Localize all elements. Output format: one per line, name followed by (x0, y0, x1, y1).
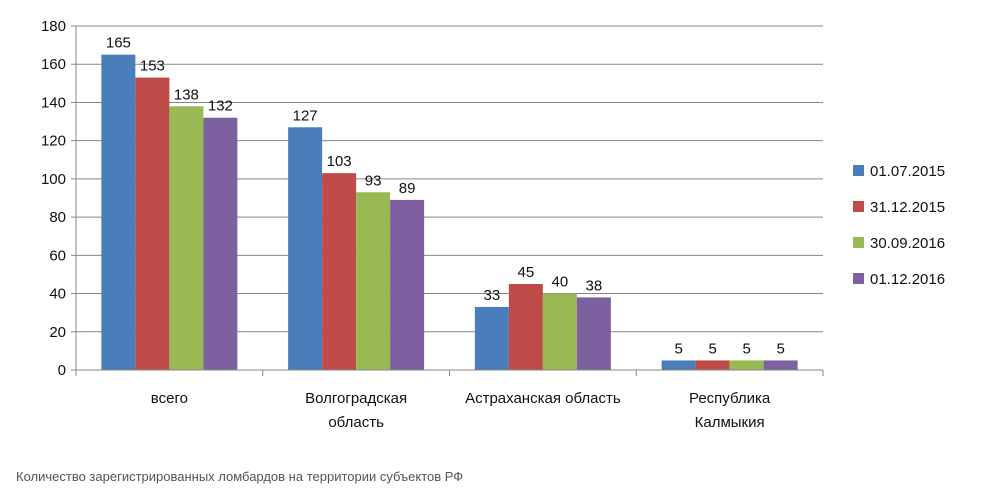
legend-label: 31.12.2015 (870, 199, 945, 216)
bar (474, 306, 509, 370)
data-label: 165 (106, 35, 131, 52)
data-label: 132 (208, 98, 233, 115)
data-label: 93 (365, 172, 382, 189)
data-label: 33 (484, 287, 501, 304)
data-label: 38 (586, 277, 603, 294)
data-label: 138 (174, 86, 199, 103)
bars: 165 153 138 132 127 103 93 89 33 45 40 38 5 5 5 5 (101, 35, 798, 371)
legend: 01.07.2015 31.12.2015 30.09.2016 01.12.2016 (853, 163, 945, 288)
x-tick-label: Калмыкия (695, 414, 765, 431)
data-label: 89 (399, 180, 416, 197)
bar (390, 199, 425, 370)
y-tick-label: 40 (49, 286, 66, 303)
bar (695, 360, 730, 370)
y-tick-label: 120 (41, 133, 66, 150)
data-label: 5 (776, 340, 784, 357)
legend-label: 01.07.2015 (870, 163, 945, 180)
x-tick-label: Республика (689, 390, 771, 407)
data-label: 127 (293, 107, 318, 124)
bar (288, 127, 323, 371)
y-tick-label: 100 (41, 171, 66, 188)
y-tick-label: 20 (49, 324, 66, 341)
bar (763, 360, 798, 370)
x-tick-label: Астраханская область (465, 390, 621, 407)
bar (661, 360, 696, 370)
legend-label: 01.12.2016 (870, 271, 945, 288)
legend-swatch (853, 273, 864, 284)
y-tick-label: 140 (41, 94, 66, 111)
bar (135, 77, 170, 370)
data-label: 5 (742, 340, 750, 357)
y-tick-label: 60 (49, 247, 66, 264)
bar (356, 192, 391, 370)
x-tick-label: область (328, 414, 384, 431)
data-label: 153 (140, 58, 165, 75)
y-axis: 0 20 40 60 80 100 120 140 160 180 (41, 18, 77, 379)
bar (729, 360, 764, 370)
x-axis: всего Волгоградская область Астраханская об… (75, 369, 824, 431)
y-tick-label: 80 (49, 209, 66, 226)
data-label: 40 (552, 274, 569, 291)
x-tick-label: всего (151, 390, 188, 407)
bar (508, 284, 543, 370)
y-tick-label: 180 (41, 18, 66, 35)
bar (542, 293, 577, 370)
bar (169, 106, 204, 371)
bar (576, 297, 611, 370)
data-label: 45 (518, 264, 535, 281)
bar (322, 173, 357, 370)
legend-swatch (853, 201, 864, 212)
data-label: 103 (327, 153, 352, 170)
data-label: 5 (708, 340, 716, 357)
bar (101, 54, 136, 371)
legend-swatch (853, 165, 864, 176)
y-tick-label: 160 (41, 56, 66, 73)
bar (203, 117, 238, 370)
legend-swatch (853, 237, 864, 248)
data-label: 5 (674, 340, 682, 357)
y-tick-label: 0 (58, 362, 66, 379)
legend-label: 30.09.2016 (870, 235, 945, 252)
bar-chart: 0 20 40 60 80 100 120 140 160 180 165 153 138 132 127… (41, 18, 945, 431)
figure-caption: Количество зарегистрированных ломбардов … (16, 469, 464, 484)
x-tick-label: Волгоградская (305, 390, 407, 407)
